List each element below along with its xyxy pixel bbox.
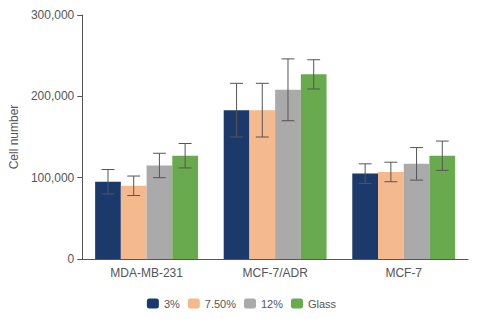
- svg-text:Glass: Glass: [308, 298, 337, 310]
- svg-text:MDA-MB-231: MDA-MB-231: [110, 266, 183, 280]
- svg-text:0: 0: [68, 252, 75, 266]
- svg-text:300,000: 300,000: [31, 8, 75, 22]
- svg-text:3%: 3%: [164, 298, 180, 310]
- svg-text:100,000: 100,000: [31, 171, 75, 185]
- svg-text:MCF-7: MCF-7: [385, 266, 422, 280]
- svg-text:7.50%: 7.50%: [205, 298, 236, 310]
- svg-text:Cell number: Cell number: [7, 105, 21, 170]
- svg-text:12%: 12%: [261, 298, 283, 310]
- svg-text:MCF-7/ADR: MCF-7/ADR: [242, 266, 308, 280]
- svg-text:200,000: 200,000: [31, 89, 75, 103]
